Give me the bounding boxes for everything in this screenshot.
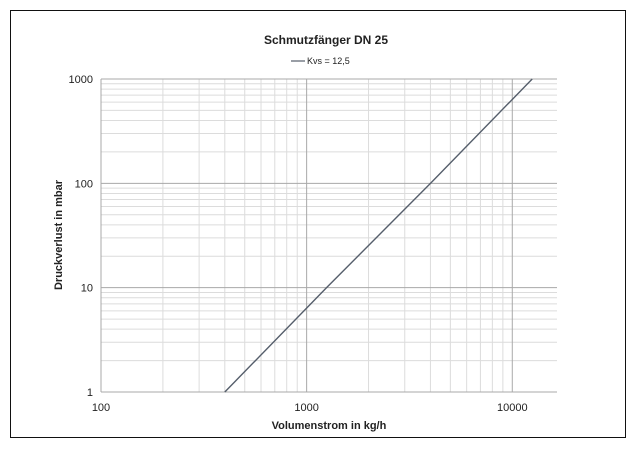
tick-labels: 100 1000 10000 1 10 100 1000 bbox=[69, 74, 528, 414]
plot-area bbox=[101, 79, 557, 392]
y-tick-label: 1 bbox=[87, 387, 93, 399]
grid bbox=[100, 78, 557, 393]
series-layer bbox=[224, 78, 533, 393]
legend-label: Kvs = 12,5 bbox=[307, 56, 350, 66]
x-tick-label: 100 bbox=[92, 402, 110, 414]
x-axis-title: Volumenstrom in kg/h bbox=[272, 420, 387, 432]
y-tick-label: 1000 bbox=[69, 74, 93, 86]
legend: Kvs = 12,5 bbox=[291, 56, 350, 66]
chart-frame: 100 1000 10000 1 10 100 1000 Schmutzfänger DN … bbox=[10, 10, 626, 438]
y-tick-label: 10 bbox=[81, 283, 93, 295]
x-tick-label: 10000 bbox=[497, 402, 528, 414]
x-tick-label: 1000 bbox=[294, 402, 318, 414]
y-tick-label: 100 bbox=[75, 178, 93, 190]
y-axis-title: Druckverlust in mbar bbox=[53, 179, 65, 290]
chart-title: Schmutzfänger DN 25 bbox=[264, 33, 388, 47]
chart: 100 1000 10000 1 10 100 1000 Schmutzfänger DN … bbox=[53, 33, 557, 432]
series-line-0 bbox=[224, 78, 533, 393]
